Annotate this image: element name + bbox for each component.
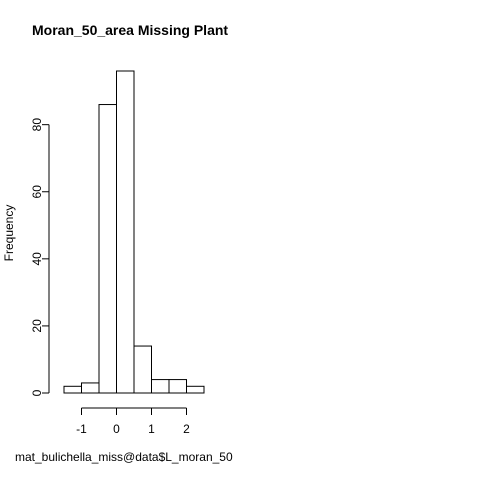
histogram-bar-1: [81, 382, 100, 394]
x-tick-label-3: 2: [183, 422, 190, 436]
chart-title: Moran_50_area Missing Plant: [32, 22, 228, 38]
x-axis-label: mat_bulichella_miss@data$L_moran_50: [15, 450, 233, 464]
x-tick-label-2: 1: [148, 422, 155, 436]
histogram-bar-6: [168, 379, 187, 394]
x-tick-label-0: -1: [76, 422, 87, 436]
y-tick-label-3: 60: [30, 185, 44, 199]
histogram-bar-2: [98, 104, 117, 394]
x-tick-label-1: 0: [113, 422, 120, 436]
y-axis: 0 20 40 60 80: [30, 118, 50, 396]
y-axis-label: Frequency: [2, 205, 16, 262]
y-tick-label-2: 40: [30, 252, 44, 266]
histogram-bar-7: [186, 385, 205, 394]
bars-group: [63, 70, 205, 394]
y-tick-label-0: 0: [30, 389, 44, 396]
y-tick-label-1: 20: [30, 319, 44, 333]
histogram-bar-4: [133, 345, 152, 394]
histogram-bar-3: [116, 70, 135, 394]
histogram-bar-0: [63, 385, 82, 394]
x-axis: -1 0 1 2: [76, 407, 190, 436]
histogram-bar-5: [151, 379, 170, 394]
y-tick-label-4: 80: [30, 118, 44, 132]
